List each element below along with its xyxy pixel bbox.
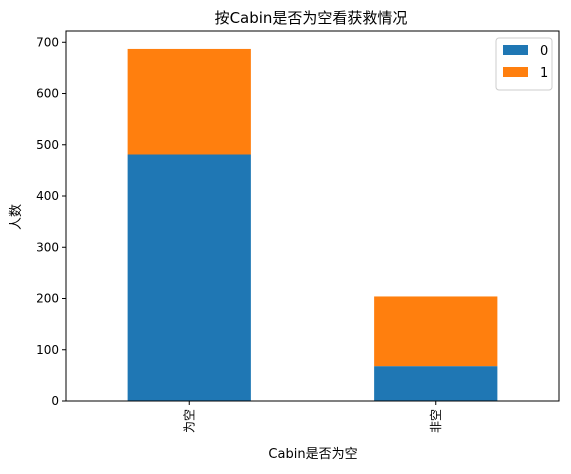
legend-items: 01 xyxy=(503,44,548,81)
legend-label-1: 1 xyxy=(540,66,548,81)
legend-label-0: 0 xyxy=(540,44,548,59)
y-axis: 0 100 200 300 400 500 600 700 xyxy=(36,35,66,408)
y-tick-label-6: 600 xyxy=(36,87,59,101)
x-tick-label-0: 为空 xyxy=(182,409,196,433)
bar-1-series-0 xyxy=(374,366,498,401)
bar-0-series-0 xyxy=(127,154,251,401)
y-tick-label-7: 700 xyxy=(36,35,59,49)
bars-layer xyxy=(127,48,498,401)
x-axis-label: Cabin是否为空 xyxy=(268,447,357,462)
y-axis-label: 人数 xyxy=(9,204,24,230)
y-tick-label-4: 400 xyxy=(36,189,59,203)
bar-0-series-1 xyxy=(127,48,251,155)
y-tick-label-0: 0 xyxy=(51,394,59,408)
y-tick-label-2: 200 xyxy=(36,292,59,306)
chart-title: 按Cabin是否为空看获救情况 xyxy=(215,9,408,27)
x-axis: 为空 非空 xyxy=(182,401,443,433)
x-tick-label-1: 非空 xyxy=(429,409,443,433)
legend-swatch-0 xyxy=(503,45,528,55)
y-tick-label-3: 300 xyxy=(36,240,59,254)
y-tick-label-5: 500 xyxy=(36,138,59,152)
y-tick-label-1: 100 xyxy=(36,343,59,357)
plot-frame xyxy=(65,30,560,402)
legend: 01 xyxy=(495,37,553,91)
bar-1-series-1 xyxy=(374,296,498,367)
legend-swatch-1 xyxy=(503,67,528,77)
